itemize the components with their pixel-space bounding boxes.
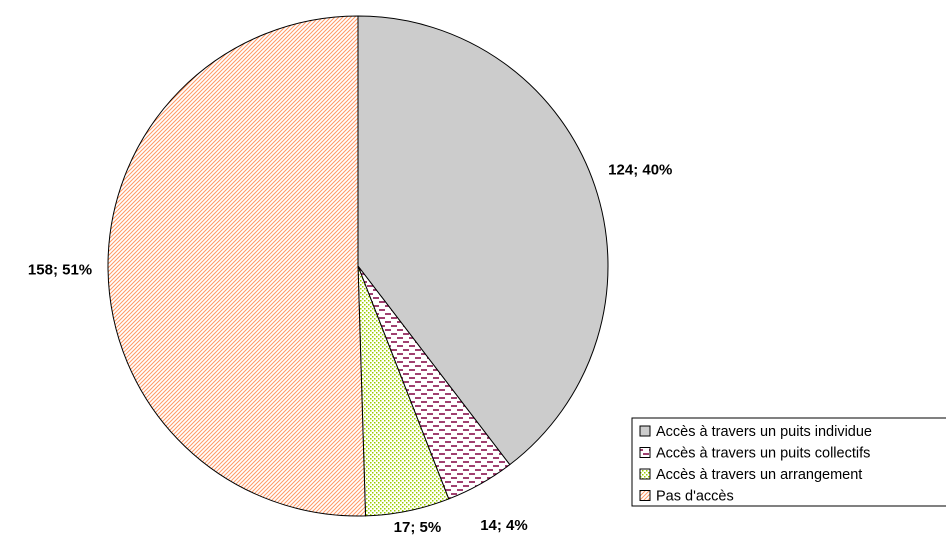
pie-slice — [357, 15, 609, 466]
value-label: 17; 5% — [394, 519, 442, 536]
value-label: 158; 51% — [28, 261, 92, 278]
legend-swatch — [639, 447, 651, 458]
legend-box — [631, 417, 946, 507]
legend-label: Pas d'accès — [656, 488, 734, 504]
legend-swatch — [639, 468, 651, 480]
legend: Accès à travers un puits individue Accès … — [631, 417, 946, 507]
pie-slice — [107, 15, 367, 517]
legend-label: Accès à travers un puits individue — [656, 424, 872, 440]
legend-label: Accès à travers un arrangement — [656, 467, 862, 483]
value-label: 124; 40% — [608, 161, 672, 178]
legend-swatch — [639, 425, 651, 437]
pie: 124; 40% 14; 4% 17; 5% 158; 51% — [28, 15, 672, 536]
value-label: 14; 4% — [480, 517, 528, 534]
legend-label: Accès à travers un puits collectifs — [656, 445, 870, 461]
legend-swatch — [639, 490, 651, 501]
